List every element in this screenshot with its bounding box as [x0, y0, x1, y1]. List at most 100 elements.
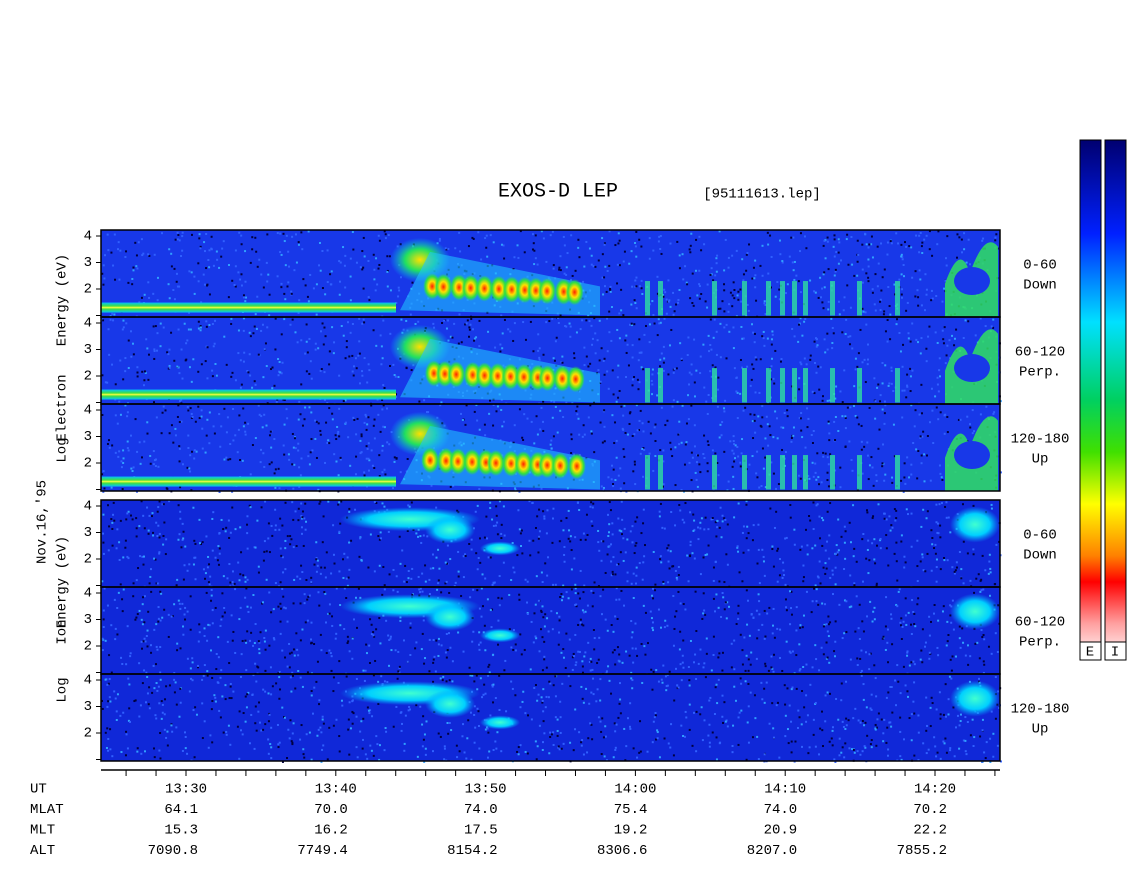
noise: [288, 265, 291, 268]
noise: [935, 294, 938, 297]
noise: [648, 323, 651, 326]
noise: [258, 652, 261, 655]
noise: [104, 381, 107, 384]
noise: [188, 270, 191, 273]
noise: [910, 246, 913, 249]
noise: [599, 381, 602, 384]
noise: [332, 553, 335, 556]
noise: [879, 400, 882, 403]
noise: [219, 445, 222, 448]
noise: [731, 465, 734, 468]
noise: [534, 257, 537, 260]
noise: [733, 367, 736, 370]
noise: [290, 538, 293, 541]
noise: [857, 627, 860, 630]
noise: [585, 513, 588, 516]
noise: [351, 722, 354, 725]
noise: [898, 588, 901, 591]
noise: [543, 625, 546, 628]
noise: [187, 434, 190, 437]
noise: [668, 567, 671, 570]
noise: [992, 326, 995, 329]
noise: [609, 289, 612, 292]
noise: [131, 342, 134, 345]
noise: [300, 231, 303, 234]
noise: [579, 618, 582, 621]
noise: [292, 648, 295, 651]
noise: [615, 587, 618, 590]
noise: [723, 407, 726, 410]
noise: [297, 442, 300, 445]
noise: [293, 437, 296, 440]
noise: [349, 257, 352, 260]
noise: [303, 602, 306, 605]
noise: [613, 649, 616, 652]
noise: [584, 538, 587, 541]
noise: [310, 377, 313, 380]
noise: [121, 598, 124, 601]
noise: [877, 447, 880, 450]
noise: [817, 476, 820, 479]
noise: [607, 535, 610, 538]
noise: [116, 606, 119, 609]
noise: [249, 473, 252, 476]
noise: [709, 273, 712, 276]
noise: [755, 657, 758, 660]
noise: [562, 648, 565, 651]
noise: [303, 593, 306, 596]
noise: [189, 595, 192, 598]
noise: [715, 683, 718, 686]
noise: [383, 230, 386, 233]
noise: [544, 562, 547, 565]
noise: [257, 353, 260, 356]
noise: [189, 470, 192, 473]
noise: [615, 598, 618, 601]
noise: [162, 326, 165, 329]
noise: [122, 588, 125, 591]
noise: [700, 517, 703, 520]
noise: [184, 359, 187, 362]
noise: [108, 678, 111, 681]
noise: [926, 435, 929, 438]
noise: [733, 297, 736, 300]
noise: [907, 611, 910, 614]
noise: [305, 579, 308, 582]
noise: [786, 687, 789, 690]
noise: [837, 251, 840, 254]
noise: [252, 332, 255, 335]
noise: [358, 317, 361, 320]
noise: [590, 660, 593, 663]
noise: [843, 541, 846, 544]
noise: [815, 345, 818, 348]
noise: [278, 676, 281, 679]
noise: [846, 284, 849, 287]
noise: [901, 365, 904, 368]
noise: [197, 320, 200, 323]
noise: [766, 423, 769, 426]
noise: [868, 559, 871, 562]
noise: [690, 363, 693, 366]
noise: [622, 260, 625, 263]
noise: [107, 439, 110, 442]
noise: [238, 710, 241, 713]
noise: [635, 255, 638, 258]
noise: [815, 658, 818, 661]
noise: [167, 283, 170, 286]
noise: [827, 615, 830, 618]
noise: [909, 375, 912, 378]
noise: [290, 651, 293, 654]
noise: [660, 406, 663, 409]
noise: [223, 606, 226, 609]
noise: [636, 654, 639, 657]
noise: [277, 357, 280, 360]
noise: [277, 370, 280, 373]
noise: [977, 573, 980, 576]
noise: [599, 595, 602, 598]
noise: [601, 237, 604, 240]
noise: [897, 242, 900, 245]
noise: [869, 707, 872, 710]
noise: [651, 373, 654, 376]
noise: [546, 574, 549, 577]
noise: [938, 464, 941, 467]
